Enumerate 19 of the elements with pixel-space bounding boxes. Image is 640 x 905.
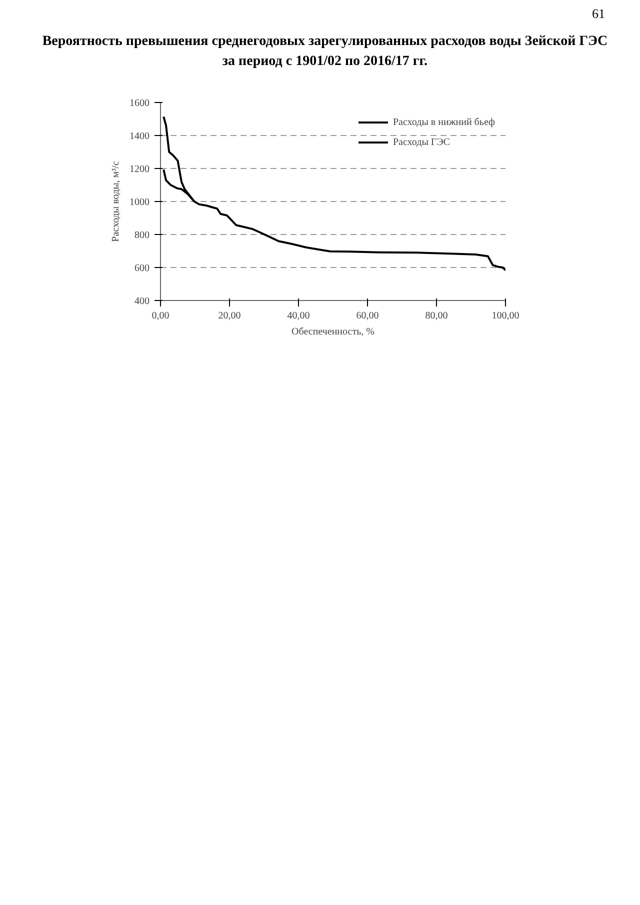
x-tick-label: 60,00	[356, 310, 379, 322]
legend-label: Расходы в нижний бьеф	[392, 116, 495, 128]
y-tick-label: 1600	[130, 98, 150, 109]
x-tick-label: 20,00	[218, 310, 241, 322]
y-tick-label: 1000	[130, 197, 150, 208]
y-tick-label: 800	[134, 230, 150, 241]
y-tick-label: 400	[134, 296, 150, 307]
y-tick-label: 1400	[130, 131, 150, 142]
chart-title: Вероятность превышения среднегодовых зарегулированных расходов воды Зейской ГЭС за период с 1901/02 по 2016/17 гг.	[41, 32, 609, 71]
y-tick-label: 1200	[130, 164, 150, 175]
text: 61	[591, 5, 605, 23]
y-axis-title: Расходы воды, м³/с	[110, 160, 122, 242]
x-tick-label: 0,00	[152, 310, 170, 322]
y-tick-label: 600	[134, 263, 150, 274]
x-tick-label: 100,00	[492, 310, 520, 322]
legend-label: Расходы ГЭС	[392, 136, 451, 148]
x-tick-label: 40,00	[287, 310, 310, 322]
x-tick-label: 80,00	[425, 310, 448, 322]
x-axis-title: Обеспеченность, %	[292, 326, 374, 338]
